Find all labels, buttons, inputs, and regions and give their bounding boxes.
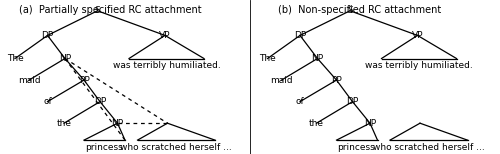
Text: maid: maid [18,76,40,85]
Text: DP: DP [94,97,106,106]
Text: the: the [56,119,72,128]
Text: PP: PP [78,76,90,85]
Text: was terribly humiliated.: was terribly humiliated. [112,61,220,70]
Text: The: The [6,54,24,63]
Text: maid: maid [270,76,293,85]
Text: NP: NP [59,54,71,63]
Text: S: S [347,6,353,15]
Text: who scratched herself ...: who scratched herself ... [120,143,232,152]
Text: VP: VP [159,31,171,40]
Text: princess: princess [338,143,376,152]
Text: (b)  Non-specified RC attachment: (b) Non-specified RC attachment [278,5,442,15]
Text: VP: VP [412,31,423,40]
Text: (a)  Partially specified RC attachment: (a) Partially specified RC attachment [18,5,202,15]
Text: was terribly humiliated.: was terribly humiliated. [365,61,473,70]
Text: the: the [309,119,324,128]
Text: PP: PP [331,76,342,85]
Text: of: of [43,97,52,106]
Text: DP: DP [294,31,306,40]
Text: NP: NP [364,119,376,128]
Text: NP: NP [112,119,124,128]
Text: DP: DP [346,97,358,106]
Text: DP: DP [42,31,54,40]
Text: who scratched herself ...: who scratched herself ... [372,143,484,152]
Text: princess: princess [85,143,123,152]
Text: The: The [259,54,276,63]
Text: NP: NP [312,54,324,63]
Text: of: of [296,97,304,106]
Text: S: S [94,6,100,15]
